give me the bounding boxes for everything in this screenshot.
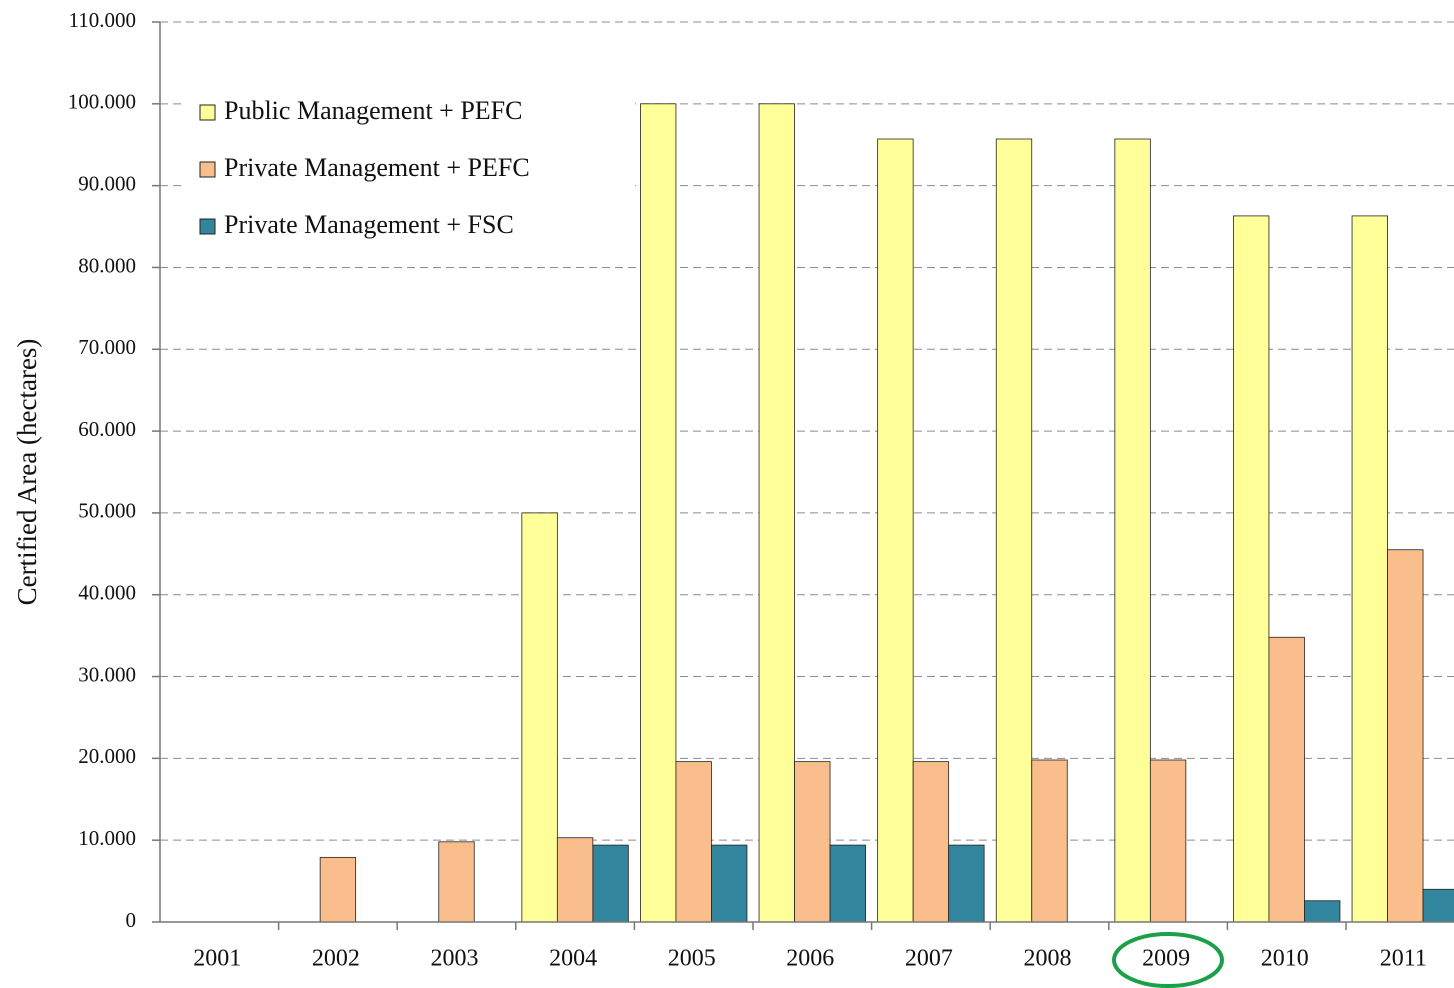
bar <box>1149 759 1187 923</box>
y-tick-label: 50.000 <box>78 499 136 523</box>
x-tick-label: 2010 <box>1261 946 1309 972</box>
bar <box>829 844 866 923</box>
bar <box>794 761 831 923</box>
bar <box>912 761 950 923</box>
bar <box>877 138 914 923</box>
y-tick-label: 0 <box>126 908 137 932</box>
x-tick-label: 2002 <box>312 946 360 972</box>
y-tick-label: 100.000 <box>68 90 136 114</box>
bar <box>592 844 629 923</box>
bars <box>319 103 1454 923</box>
legend-label: Private Management + FSC <box>224 210 514 239</box>
y-tick-label: 110.000 <box>69 8 136 32</box>
bar <box>438 841 475 923</box>
x-tick-label: 2004 <box>549 946 597 972</box>
bar <box>1233 215 1270 923</box>
legend-swatch <box>199 104 216 121</box>
x-tick-label: 2005 <box>668 946 716 972</box>
bar <box>1304 900 1341 923</box>
x-tick-label: 2007 <box>905 946 953 972</box>
bar <box>521 512 558 923</box>
bar <box>1268 636 1305 923</box>
y-tick-label: 40.000 <box>78 581 136 605</box>
highlight-ellipse <box>1112 932 1224 988</box>
legend-label: Private Management + PEFC <box>224 153 530 182</box>
x-tick-label: 2011 <box>1380 946 1427 972</box>
bar <box>1422 888 1454 923</box>
bar <box>1031 759 1068 923</box>
bar <box>1114 138 1151 923</box>
x-tick-label: 2009 <box>1142 946 1190 972</box>
legend-background <box>185 88 635 256</box>
bar <box>1351 215 1388 923</box>
bar <box>758 103 795 923</box>
y-tick-label: 70.000 <box>78 335 136 359</box>
legend-swatch <box>199 218 216 235</box>
y-tick-label: 20.000 <box>78 744 136 768</box>
x-tick-label: 2003 <box>431 946 479 972</box>
bar <box>675 761 712 923</box>
bar <box>995 138 1033 923</box>
bar <box>948 844 985 923</box>
x-tick-label: 2008 <box>1024 946 1072 972</box>
x-tick-label: 2001 <box>193 946 241 972</box>
x-tick-label: 2006 <box>786 946 834 972</box>
bar <box>319 856 357 923</box>
y-axis-label: Certified Area (hectares) <box>12 339 42 606</box>
legend-label: Public Management + PEFC <box>224 96 522 125</box>
legend-swatch <box>199 161 216 178</box>
bar <box>1387 549 1424 923</box>
y-tick-label: 90.000 <box>78 171 136 195</box>
bar <box>640 103 677 923</box>
bar <box>556 837 594 923</box>
y-tick-label: 60.000 <box>78 417 136 441</box>
y-tick-label: 10.000 <box>78 826 136 850</box>
y-tick-label: 30.000 <box>78 662 136 686</box>
bar <box>711 844 748 923</box>
y-tick-label: 80.000 <box>78 253 136 277</box>
